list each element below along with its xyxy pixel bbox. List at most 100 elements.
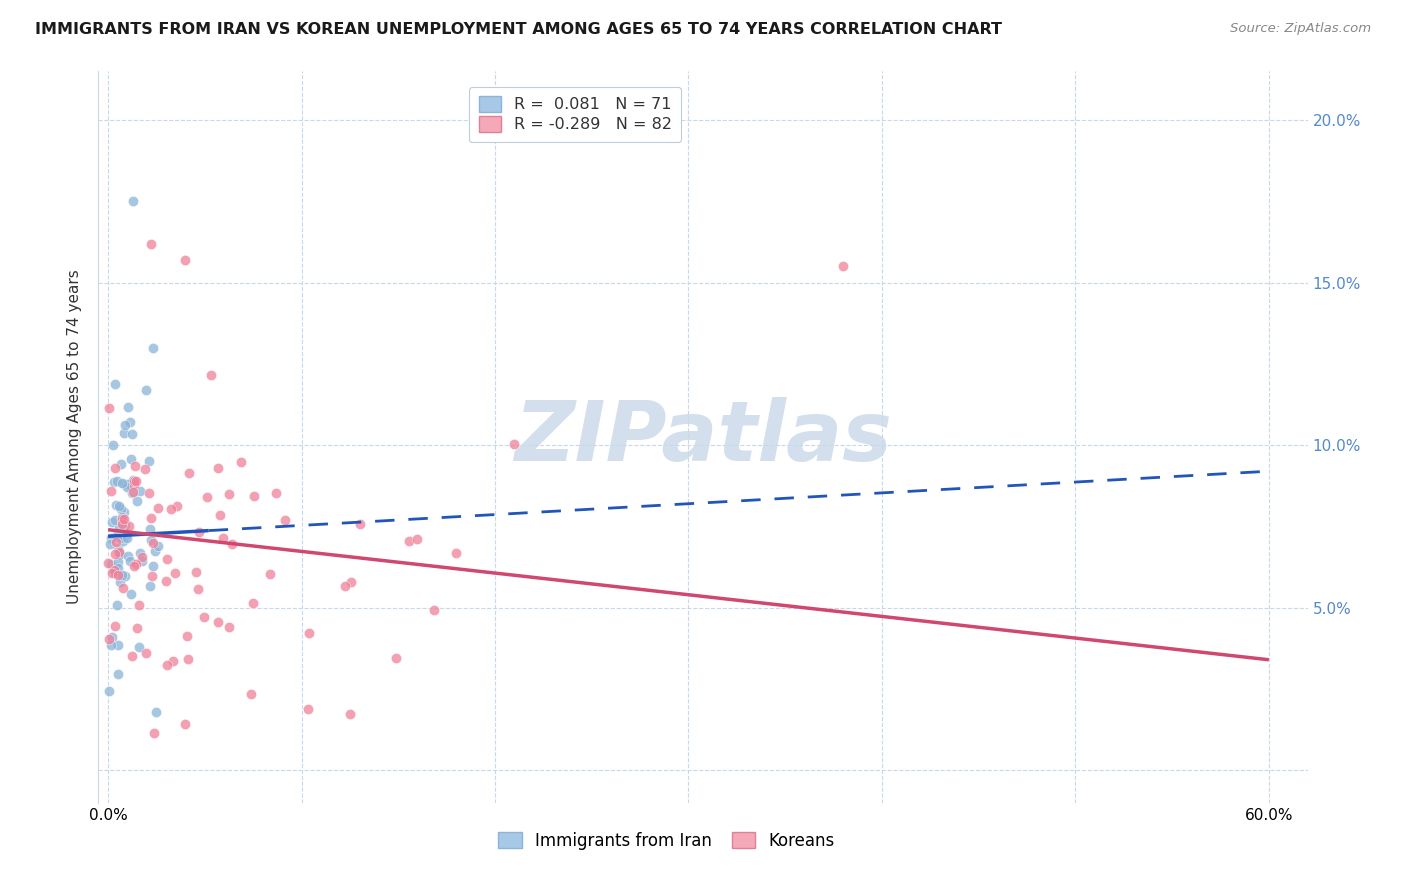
Point	[108, 548, 131, 562]
Point	[104, 559, 127, 574]
Point	[117, 400, 139, 414]
Point	[114, 518, 136, 533]
Point	[112, 476, 135, 491]
Point	[298, 626, 321, 640]
Point	[124, 458, 146, 473]
Point	[139, 533, 162, 548]
Point	[110, 457, 132, 471]
Point	[139, 511, 162, 525]
Point	[111, 568, 134, 582]
Point	[138, 486, 160, 500]
Point	[207, 461, 229, 475]
Point	[107, 500, 129, 514]
Point	[100, 531, 122, 545]
Point	[339, 706, 361, 721]
Point	[114, 569, 136, 583]
Point	[112, 512, 135, 526]
Point	[111, 533, 134, 548]
Point	[349, 516, 371, 531]
Point	[207, 615, 229, 629]
Point	[187, 582, 209, 596]
Point	[832, 260, 855, 274]
Point	[242, 596, 264, 610]
Point	[101, 515, 124, 529]
Point	[240, 688, 263, 702]
Point	[444, 546, 467, 560]
Point	[111, 512, 134, 526]
Point	[121, 427, 143, 442]
Point	[121, 485, 143, 500]
Point	[98, 537, 121, 551]
Point	[128, 546, 150, 560]
Point	[155, 574, 177, 589]
Point	[107, 555, 129, 569]
Legend: Immigrants from Iran, Koreans: Immigrants from Iran, Koreans	[492, 825, 842, 856]
Point	[117, 480, 139, 494]
Point	[124, 474, 146, 488]
Point	[406, 533, 429, 547]
Point	[129, 483, 152, 498]
Point	[297, 702, 319, 716]
Point	[104, 512, 127, 526]
Point	[107, 638, 129, 652]
Point	[162, 654, 184, 668]
Point	[122, 484, 145, 499]
Point	[100, 566, 122, 581]
Point	[107, 561, 129, 575]
Point	[166, 500, 188, 514]
Point	[105, 474, 128, 488]
Point	[120, 587, 142, 601]
Point	[105, 498, 128, 512]
Point	[125, 621, 148, 635]
Point	[108, 547, 131, 561]
Point	[107, 666, 129, 681]
Point	[104, 566, 127, 580]
Point	[193, 610, 215, 624]
Point	[112, 581, 135, 595]
Point	[105, 529, 128, 543]
Point	[177, 652, 200, 666]
Point	[115, 527, 138, 541]
Point	[107, 541, 129, 555]
Point	[209, 508, 232, 522]
Point	[125, 494, 148, 508]
Point	[134, 462, 156, 476]
Point	[274, 514, 297, 528]
Point	[117, 519, 139, 533]
Point	[108, 521, 131, 535]
Point	[174, 252, 197, 267]
Point	[259, 567, 281, 582]
Point	[143, 544, 166, 558]
Point	[104, 460, 127, 475]
Point	[174, 717, 197, 731]
Point	[131, 554, 153, 568]
Point	[200, 368, 222, 383]
Point	[111, 517, 134, 532]
Point	[98, 684, 121, 698]
Point	[112, 425, 135, 440]
Point	[118, 554, 141, 568]
Point	[195, 490, 218, 504]
Point	[100, 638, 122, 652]
Point	[104, 547, 127, 561]
Point	[103, 438, 125, 452]
Point	[398, 534, 420, 549]
Point	[117, 531, 139, 545]
Point	[100, 483, 122, 498]
Point	[143, 725, 166, 739]
Point	[148, 500, 170, 515]
Point	[160, 501, 183, 516]
Point	[111, 510, 134, 524]
Point	[103, 563, 125, 577]
Point	[117, 476, 139, 491]
Point	[142, 558, 165, 573]
Point	[124, 557, 146, 571]
Point	[138, 522, 160, 536]
Point	[135, 646, 157, 660]
Point	[138, 454, 160, 468]
Point	[145, 705, 167, 719]
Point	[104, 535, 127, 549]
Point	[266, 485, 288, 500]
Point	[110, 475, 132, 490]
Point	[121, 479, 143, 493]
